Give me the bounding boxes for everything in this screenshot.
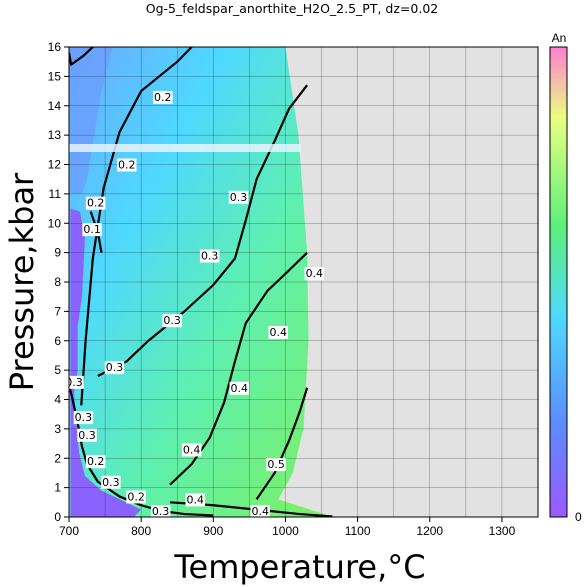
y-tick-label: 7 [54,304,61,318]
y-tick-label: 16 [48,40,62,54]
y-tick-label: 4 [54,393,61,407]
contour-label: 0.5 [267,458,285,471]
y-tick-label: 8 [54,275,61,289]
contour-label-bg [268,325,288,339]
x-axis: 700 800 900 1000 1100 1200 1300 [59,517,516,538]
contour-label-bg [229,381,250,395]
contour-label-bg [116,158,137,172]
contour-label: 0.4 [183,443,201,456]
contour-label: 0.2 [118,159,136,172]
contour-label-bg [73,411,94,425]
white-band [69,144,301,152]
contour-label-bg [266,458,286,472]
contour-label: 0.4 [269,326,287,339]
contour-label-bg [250,505,270,517]
contour-label-bg [77,428,97,442]
contour-label: 0.3 [201,250,219,263]
contour-0.3 [97,84,308,377]
grid [69,47,538,517]
contour-label: 0.1 [83,223,101,236]
contour-0.5 [255,387,309,500]
contour-label-bg [85,196,106,210]
contour-label: 0.3 [65,376,83,389]
contour-0.2 [69,47,94,66]
y-tick-label: 12 [48,158,62,172]
x-tick-label: 900 [203,524,223,538]
y-tick-label: 15 [48,69,62,83]
y-tick-label: 11 [49,187,62,201]
y-tick-label: 10 [48,216,62,230]
contour-0.2 [80,47,193,406]
contour-label: 0.4 [251,505,269,518]
contour-label-bg [228,190,249,204]
contour-label-bg [104,361,125,375]
contour-label: 0.2 [154,91,172,104]
contour-label: 0.4 [306,267,324,280]
contour-label: 0.2 [87,455,105,468]
contour-label-bg [181,443,202,457]
contour-label: 0.3 [75,411,93,424]
y-tick-label: 13 [48,128,62,142]
colorbar [549,46,568,518]
chart-title: Og-5_feldspar_anorthite_H2O_2.5_PT, dz=0… [146,1,438,16]
contour-label-bg [162,314,182,328]
contour-label-bg [126,490,146,504]
contour-label: 0.2 [127,490,145,503]
x-tick-label: 1100 [345,524,371,538]
y-tick-label: 9 [54,246,61,260]
y-tick-label: 6 [54,334,61,348]
contour-label: 0.4 [231,382,249,395]
contour-label-bg [85,455,106,469]
y-tick-label: 3 [54,422,61,436]
x-tick-label: 700 [59,524,79,538]
contour-label-bg [69,375,84,389]
y-tick-label: 5 [54,363,61,377]
contour-label: 0.2 [87,197,105,210]
contour-label: 0.3 [163,314,181,327]
contour-label-bg [199,249,220,263]
contour-label: 0.3 [152,505,170,518]
colorbar-label: An [552,31,567,45]
y-tick-label: 2 [54,451,61,465]
contour-label: 0.3 [102,476,120,489]
contour-label-bg [82,223,102,237]
y-tick-label: 0 [54,510,61,524]
colorbar-min-label: 0 [575,510,582,524]
y-tick-label: 14 [48,99,62,113]
x-tick-label: 1300 [489,524,516,538]
contour-label-bg [304,267,325,281]
x-tick-label: 800 [131,524,151,538]
low-an-region [70,208,142,517]
y-axis-label: Pressure,kbar [3,172,41,391]
contour-label: 0.3 [106,361,124,374]
x-tick-label: 1000 [272,524,299,538]
contour-label: 0.3 [230,191,248,204]
contour-label-bg [150,505,171,517]
x-axis-label: Temperature,°C [173,548,425,586]
contour-label: 0.3 [78,429,96,442]
contour-label-bg [101,475,121,489]
contour-label: 0.4 [187,493,205,506]
contour-label-bg [185,493,206,507]
y-tick-label: 1 [54,481,61,495]
contour-label-bg [153,90,173,104]
contour-labels: 0.2 0.2 0.2 0.1 0.3 0.3 0.3 0.3 0.3 0.3 0.3 0.2 0.3 0… [65,90,325,518]
upper-left-region [70,47,113,194]
x-tick-label: 1200 [416,524,443,538]
